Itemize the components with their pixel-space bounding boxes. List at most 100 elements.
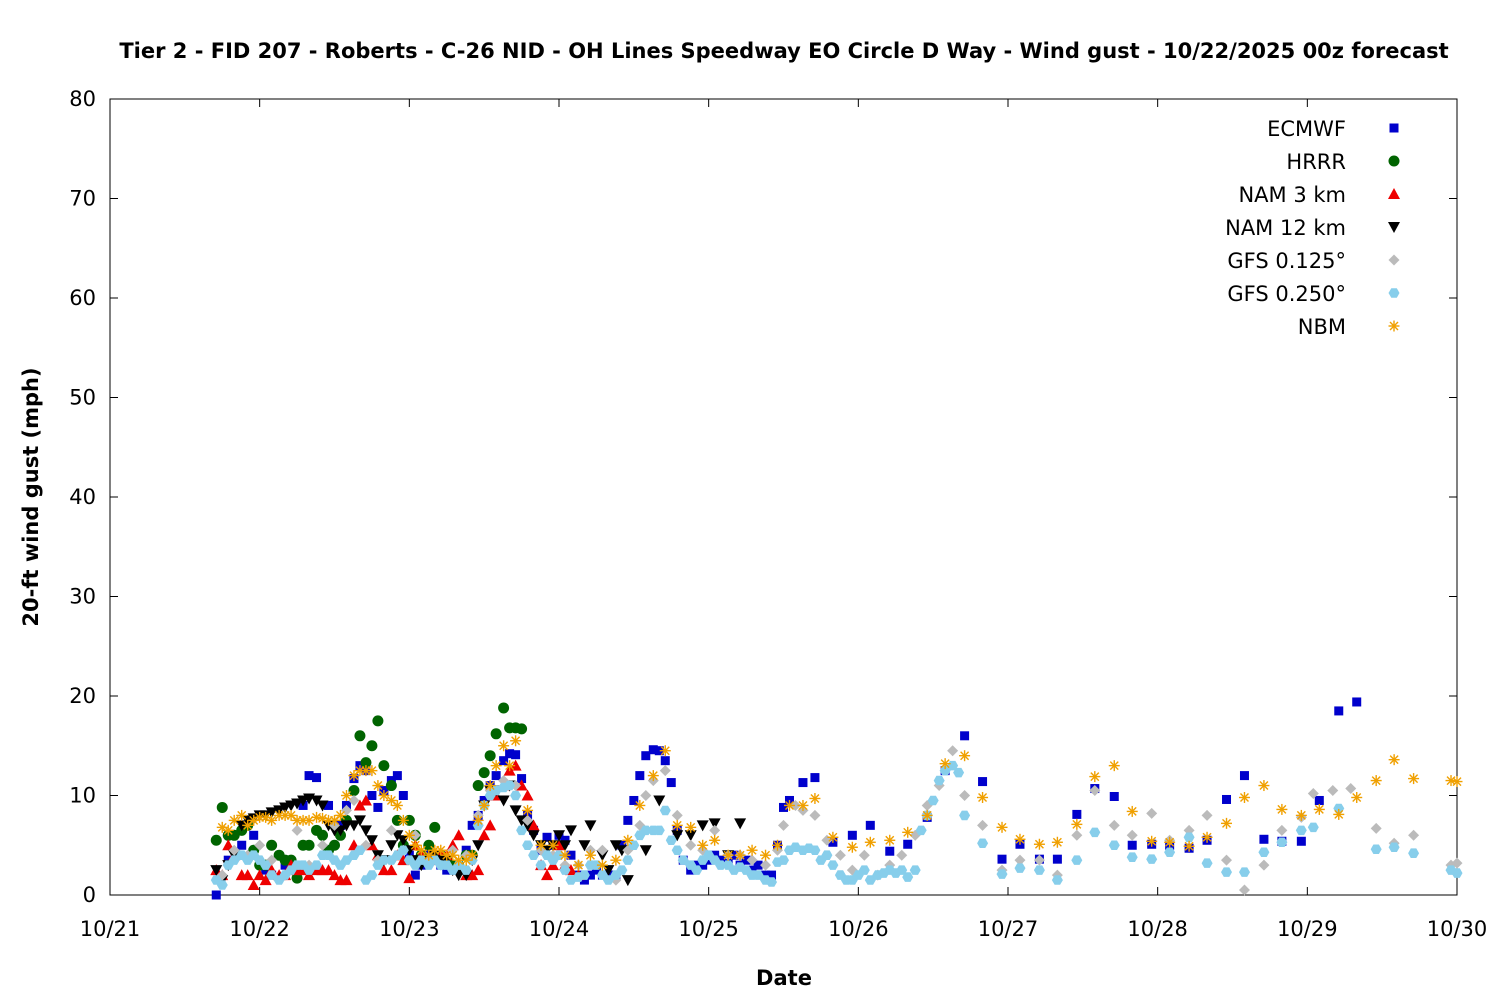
- data-point: [1295, 825, 1307, 836]
- data-point: [1451, 857, 1463, 869]
- data-point: [466, 849, 478, 861]
- data-point: [896, 849, 908, 861]
- data-point: [602, 875, 614, 885]
- data-point: [260, 860, 272, 870]
- data-point: [452, 829, 465, 841]
- data-point: [1408, 829, 1420, 841]
- data-point: [1334, 706, 1344, 716]
- data-point: [729, 850, 739, 860]
- x-tick-label: 10/24: [529, 917, 590, 941]
- data-point: [1146, 854, 1158, 864]
- data-point: [359, 794, 372, 806]
- x-tick-label: 10/27: [978, 917, 1039, 941]
- data-point: [939, 758, 951, 770]
- data-point: [341, 855, 352, 865]
- data-point: [385, 864, 398, 876]
- data-point: [398, 791, 408, 800]
- data-point: [634, 799, 646, 811]
- data-point: [1314, 795, 1324, 805]
- y-axis: 0 10 20 30 40 50 60 70 80: [69, 87, 1457, 907]
- data-point: [665, 835, 677, 845]
- data-point: [809, 845, 821, 855]
- data-point: [291, 872, 303, 884]
- data-point: [311, 860, 322, 870]
- data-point: [864, 875, 876, 885]
- data-point: [709, 834, 721, 846]
- data-point: [378, 760, 390, 772]
- data-point: [947, 745, 959, 757]
- data-point: [372, 780, 384, 792]
- data-point: [228, 844, 240, 856]
- data-point: [1307, 822, 1319, 833]
- data-point: [671, 845, 683, 855]
- data-point: [317, 839, 329, 851]
- data-point: [927, 795, 939, 806]
- data-point: [366, 740, 378, 752]
- y-tick-label: 70: [69, 187, 96, 211]
- data-point: [504, 760, 516, 772]
- data-point: [596, 859, 608, 871]
- data-point: [442, 865, 452, 875]
- data-point: [684, 830, 697, 842]
- data-point: [1109, 791, 1119, 801]
- data-point: [1351, 791, 1363, 803]
- data-point: [760, 849, 772, 861]
- data-point: [415, 844, 427, 856]
- data-point: [653, 825, 665, 836]
- data-point: [609, 840, 622, 852]
- data-point: [660, 756, 670, 766]
- data-point: [334, 809, 346, 821]
- data-point: [1071, 829, 1083, 841]
- data-point: [254, 839, 266, 851]
- data-point: [1221, 817, 1233, 829]
- data-point: [659, 805, 671, 816]
- data-point: [1146, 807, 1158, 819]
- data-point: [896, 865, 908, 875]
- data-point: [498, 702, 510, 714]
- data-point: [767, 870, 777, 880]
- y-tick-label: 60: [69, 286, 96, 310]
- data-point: [1345, 783, 1357, 795]
- data-point: [1126, 805, 1138, 817]
- data-point: [902, 872, 914, 882]
- data-point: [1071, 818, 1083, 830]
- data-point: [1451, 776, 1463, 788]
- data-point: [847, 830, 857, 840]
- data-point: [1127, 840, 1137, 850]
- data-point: [960, 731, 970, 741]
- data-point: [622, 855, 634, 865]
- data-point: [303, 865, 315, 875]
- data-point: [903, 839, 913, 849]
- data-point: [397, 845, 409, 855]
- data-point: [1408, 848, 1420, 858]
- legend-label: NAM 3 km: [1238, 183, 1346, 207]
- data-point: [317, 829, 329, 841]
- data-point: [266, 839, 278, 851]
- data-point: [734, 818, 747, 830]
- data-point: [610, 854, 622, 866]
- data-point: [460, 865, 472, 875]
- data-point: [429, 821, 441, 833]
- data-point: [977, 838, 989, 848]
- data-point: [505, 749, 515, 759]
- data-point: [591, 865, 601, 875]
- data-point: [647, 770, 659, 782]
- data-point: [809, 792, 821, 804]
- data-point: [423, 839, 435, 851]
- data-point: [746, 854, 758, 866]
- legend-label: NAM 12 km: [1225, 216, 1346, 240]
- data-point: [228, 855, 240, 865]
- data-point: [921, 809, 933, 821]
- data-point: [1014, 833, 1026, 845]
- y-tick-label: 0: [83, 883, 96, 907]
- data-point: [635, 771, 645, 781]
- data-point: [1089, 771, 1101, 783]
- data-point: [435, 844, 447, 856]
- data-point: [623, 815, 633, 825]
- legend-marker: [1388, 188, 1400, 199]
- data-point: [864, 836, 876, 848]
- data-point: [858, 849, 870, 861]
- data-point: [466, 869, 479, 881]
- data-point: [653, 795, 666, 807]
- data-point: [1307, 788, 1319, 800]
